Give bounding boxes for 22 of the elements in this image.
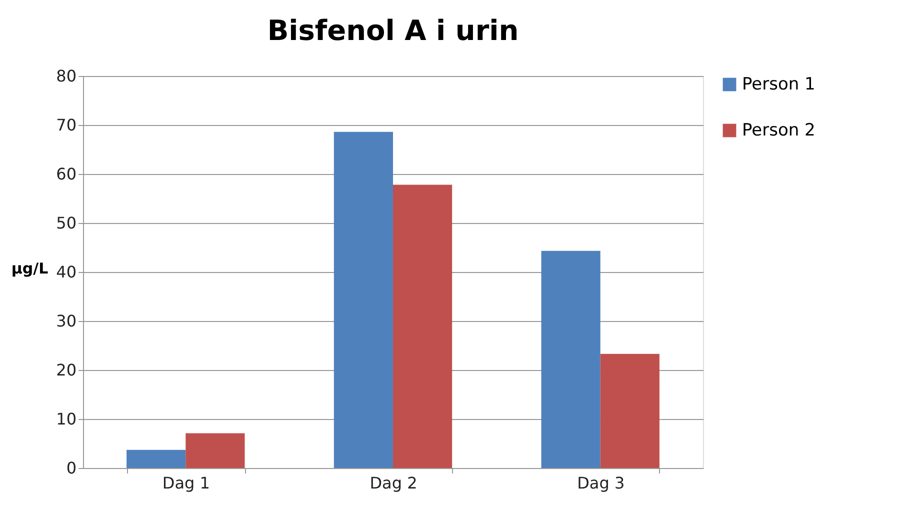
x-tick-label: Dag 1 — [162, 474, 210, 492]
y-tick-label: 30 — [56, 312, 76, 330]
y-tick-label: 0 — [66, 458, 76, 478]
bar — [186, 433, 245, 468]
legend-label: Person 2 — [742, 120, 816, 140]
x-tick-label: Dag 2 — [370, 474, 418, 492]
y-axis-title: µg/L — [11, 260, 49, 278]
legend-label: Person 1 — [742, 74, 816, 94]
bar — [126, 450, 186, 468]
y-tick-label: 20 — [56, 360, 76, 380]
bar — [541, 250, 600, 468]
y-tick-label: 10 — [56, 410, 76, 428]
y-tick-label: 40 — [56, 262, 76, 282]
y-tick-label: 50 — [56, 214, 76, 232]
bar — [600, 354, 660, 468]
bar — [393, 184, 452, 468]
y-tick-label: 70 — [56, 116, 76, 134]
bar — [334, 132, 393, 468]
x-tick-label: Dag 3 — [577, 474, 625, 492]
y-tick-label: 80 — [56, 66, 76, 86]
y-tick-label: 60 — [56, 164, 76, 184]
chart-title: Bisfenol A i urin — [267, 14, 519, 47]
